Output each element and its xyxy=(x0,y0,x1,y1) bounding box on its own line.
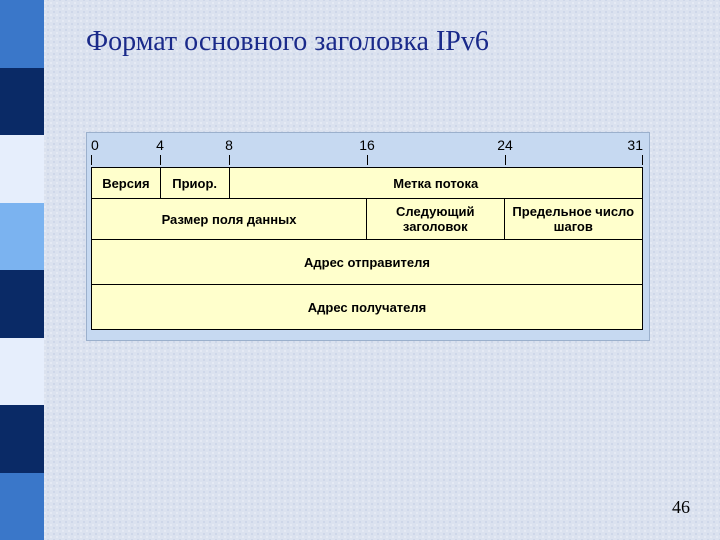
side-strip-block xyxy=(0,473,44,540)
bit-tick-label: 0 xyxy=(91,137,99,153)
header-field-cell: Предельное число шагов xyxy=(505,199,643,239)
header-row: Размер поля данныхСледующий заголовокПре… xyxy=(92,199,642,240)
side-strip-block xyxy=(0,0,44,68)
bit-tick-label: 31 xyxy=(627,137,643,153)
header-field-cell: Адрес получателя xyxy=(92,285,642,329)
bit-tick-mark xyxy=(642,155,643,165)
side-strip-block xyxy=(0,135,44,203)
header-field-cell: Метка потока xyxy=(230,168,643,198)
header-field-cell: Следующий заголовок xyxy=(367,199,505,239)
bit-tick-label: 24 xyxy=(497,137,513,153)
bit-tick-label: 16 xyxy=(359,137,375,153)
side-strip-block xyxy=(0,203,44,271)
bit-ruler: 0 4 8 16 24 31 xyxy=(91,137,643,167)
side-color-strip xyxy=(0,0,44,540)
bit-tick-label: 4 xyxy=(156,137,164,153)
header-field-cell: Версия xyxy=(92,168,161,198)
header-field-cell: Адрес отправителя xyxy=(92,240,642,284)
side-strip-block xyxy=(0,338,44,406)
side-strip-block xyxy=(0,405,44,473)
header-field-cell: Размер поля данных xyxy=(92,199,367,239)
bit-tick-mark xyxy=(160,155,161,165)
header-row: Адрес получателя xyxy=(92,285,642,329)
bit-tick-mark xyxy=(367,155,368,165)
ipv6-header-diagram: 0 4 8 16 24 31 ВерсияПриор.Метка потокаРазмер… xyxy=(86,132,650,341)
header-row: Адрес отправителя xyxy=(92,240,642,285)
bit-tick-label: 8 xyxy=(225,137,233,153)
page-number: 46 xyxy=(672,497,690,518)
bit-tick-mark xyxy=(91,155,92,165)
side-strip-block xyxy=(0,270,44,338)
slide-title: Формат основного заголовка IPv6 xyxy=(86,26,489,58)
header-row: ВерсияПриор.Метка потока xyxy=(92,168,642,199)
bit-tick-mark xyxy=(505,155,506,165)
header-format-table: ВерсияПриор.Метка потокаРазмер поля данн… xyxy=(91,167,643,330)
side-strip-block xyxy=(0,68,44,136)
header-field-cell: Приор. xyxy=(161,168,230,198)
bit-tick-mark xyxy=(229,155,230,165)
